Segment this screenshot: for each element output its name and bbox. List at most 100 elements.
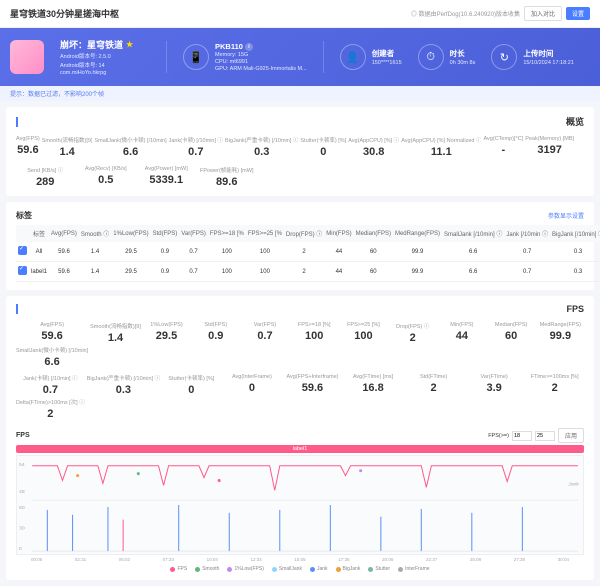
- table-row[interactable]: label159.61.429.50.90.71001002446099.96.…: [16, 262, 600, 282]
- table-cell: 0.7: [179, 242, 208, 262]
- metric-label: Median(FPS): [488, 322, 535, 328]
- metric-value: 0: [162, 384, 221, 396]
- legend-label: InterFrame: [405, 566, 429, 572]
- metric: SmallJank(微小卡顿) [/10min]6.6: [16, 346, 88, 368]
- tags-table: 标签Avg(FPS)Smooth ⓘ1%Low(FPS)Std(FPS)Var(…: [16, 225, 600, 282]
- metric-label: BigJank(严重卡顿) [/10min] ⓘ: [225, 136, 298, 144]
- table-header: [16, 225, 29, 242]
- table-cell: 0.3: [550, 262, 600, 282]
- metric: Avg(FPS+Interframe)59.6: [283, 374, 342, 396]
- legend-item[interactable]: 1%Low(FPS): [227, 566, 263, 572]
- metric: FTime>=100ms [%]2: [525, 374, 584, 396]
- table-cell: 1.4: [79, 242, 111, 262]
- metric: BigJank(严重卡顿) [/10min] ⓘ0.3: [87, 374, 160, 396]
- metric-label: Var(FPS): [241, 322, 288, 328]
- metric: FPS>=18 [%]100: [291, 322, 338, 344]
- legend-label: Smooth: [202, 566, 219, 572]
- table-cell: 0.7: [504, 242, 550, 262]
- metric-label: Min(FPS): [438, 322, 485, 328]
- metric: Std(FTime)2: [404, 374, 463, 396]
- table-cell: 60: [354, 262, 393, 282]
- metric: Peak(Memory) [MB]3197: [525, 136, 574, 158]
- legend-item[interactable]: Jank: [310, 566, 328, 572]
- metric-label: Stutter(卡顿率) [%]: [300, 136, 346, 144]
- fps-threshold-input-2[interactable]: [535, 431, 555, 441]
- metric-value: 1.4: [42, 146, 93, 158]
- metric-label: Avg(AppCPU) [%] Normalized ⓘ: [401, 136, 481, 144]
- metric-label: BigJank(严重卡顿) [/10min] ⓘ: [87, 374, 160, 382]
- checkbox-icon[interactable]: [18, 266, 27, 275]
- metric-value: 2: [404, 382, 463, 394]
- metric: Avg(InterFrame)0: [223, 374, 282, 396]
- checkbox-icon[interactable]: [18, 246, 27, 255]
- svg-text:0: 0: [19, 546, 22, 552]
- x-tick: 10:04: [207, 557, 218, 562]
- metric-value: 11.1: [401, 146, 481, 158]
- metric-label: Avg(Power) [mW]: [137, 166, 196, 172]
- metric: Send [KB/s] ⓘ289: [16, 166, 75, 188]
- legend-item[interactable]: InterFrame: [398, 566, 429, 572]
- metric-value: -: [483, 144, 523, 156]
- table-cell: 60: [354, 242, 393, 262]
- android-version: Android版本号: 2.5.0: [60, 52, 150, 60]
- legend-item[interactable]: Stutter: [368, 566, 390, 572]
- x-tick: 15:05: [294, 557, 305, 562]
- device-memory: Memory: 15G: [215, 52, 307, 58]
- legend-dot: [310, 567, 315, 572]
- table-header: BigJank [/10min] ⓘ: [550, 225, 600, 242]
- legend-item[interactable]: BigJank: [336, 566, 361, 572]
- legend-label: 1%Low(FPS): [234, 566, 263, 572]
- metric-value: 0.5: [77, 174, 136, 186]
- metric-value: 3.9: [465, 382, 524, 394]
- svg-text:Jank: Jank: [568, 481, 579, 487]
- metric-label: Std(FPS): [192, 322, 239, 328]
- metric: Avg(Power) [mW] 5339.1: [137, 166, 196, 188]
- legend-item[interactable]: Smooth: [195, 566, 219, 572]
- settings-button[interactable]: 设置: [566, 7, 590, 20]
- metric: FPower(帧能耗) [mW]89.6: [198, 166, 257, 188]
- legend-dot: [398, 567, 403, 572]
- metric-value: 289: [16, 176, 75, 188]
- legend-item[interactable]: SmallJank: [272, 566, 302, 572]
- table-header: FPS>=18 [%: [208, 225, 246, 242]
- fps-threshold-input-1[interactable]: [512, 431, 532, 441]
- metric: Avg(AppCPU) [%] ⓘ30.8: [348, 136, 399, 158]
- fps-chart[interactable]: 54 48 60 30 0 Jank: [16, 455, 584, 555]
- table-cell: 44: [324, 242, 353, 262]
- metric-label: Jank(卡顿) [/10min] ⓘ: [169, 136, 223, 144]
- metric-label: MedRange(FPS): [537, 322, 584, 328]
- params-settings-link[interactable]: 参数显示设置: [548, 211, 584, 220]
- metric: Avg(FTime) [ms]16.8: [344, 374, 403, 396]
- metric-value: 5339.1: [137, 174, 196, 186]
- tags-panel: 标签 参数显示设置 标签Avg(FPS)Smooth ⓘ1%Low(FPS)St…: [6, 202, 594, 290]
- table-header: Jank [/10min ⓘ: [504, 225, 550, 242]
- x-tick: 30:04: [558, 557, 569, 562]
- metric-value: 100: [291, 330, 338, 342]
- fps-panel: FPS Avg(FPS) 59.6 Smooth(流畅指数)[9]1.4 1%Low(…: [6, 296, 594, 580]
- device-icon: 📱: [183, 44, 209, 70]
- metric: Stutter(卡顿率) [%]0: [300, 136, 346, 158]
- metric: Var(FTime)3.9: [465, 374, 524, 396]
- table-cell: 29.5: [111, 242, 150, 262]
- table-cell: 6.6: [442, 242, 504, 262]
- table-cell: 2: [284, 242, 324, 262]
- metric: Jank(卡顿) [/10min] ⓘ0.7: [16, 374, 85, 396]
- x-tick: 00:05: [31, 557, 42, 562]
- table-row[interactable]: All59.61.429.50.90.71001002446099.96.60.…: [16, 242, 600, 262]
- table-header: Avg(FPS): [49, 225, 79, 242]
- metric: Smooth(流畅指数)[9]1.4: [90, 322, 141, 344]
- legend-dot: [170, 567, 175, 572]
- apply-button[interactable]: 应用: [558, 428, 584, 443]
- info-icon[interactable]: i: [245, 43, 253, 51]
- x-tick: 25:08: [470, 557, 481, 562]
- legend-item[interactable]: FPS: [170, 566, 187, 572]
- metric-value: 0.7: [169, 146, 223, 158]
- table-cell: 2: [284, 262, 324, 282]
- metric-label: Avg(FPS): [16, 322, 88, 328]
- metric-value: 59.6: [283, 382, 342, 394]
- join-compare-button[interactable]: 加入对比: [524, 6, 562, 21]
- table-cell: 100: [246, 262, 284, 282]
- metric: Avg(FPS)59.6: [16, 136, 40, 158]
- game-title: 崩坏：星穹铁道: [60, 38, 123, 51]
- metric-label: Stutter(卡顿率) [%]: [162, 374, 221, 382]
